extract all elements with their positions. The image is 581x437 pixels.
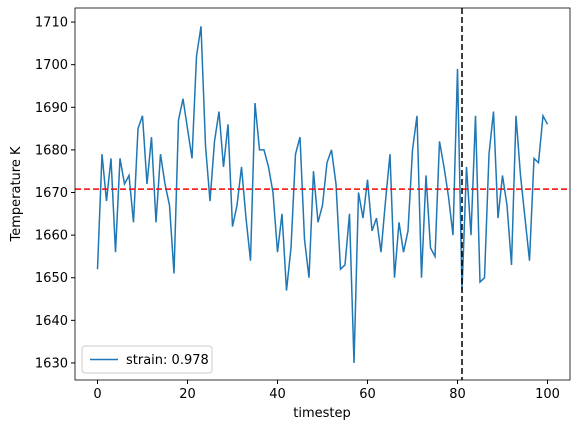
x-tick-label: 20 xyxy=(179,387,196,402)
plot-frame xyxy=(74,7,571,381)
x-tick-label: 0 xyxy=(93,387,101,402)
x-tick-label: 100 xyxy=(535,387,560,402)
y-tick-label: 1690 xyxy=(35,101,68,116)
x-tick-label: 40 xyxy=(269,387,286,402)
series-line xyxy=(96,26,549,363)
y-tick-label: 1670 xyxy=(35,186,68,201)
legend-box xyxy=(81,345,213,374)
y-tick-label: 1700 xyxy=(35,58,68,73)
y-axis-label: Temperature K xyxy=(9,146,24,242)
x-tick-label: 60 xyxy=(359,387,376,402)
y-tick-label: 1630 xyxy=(35,356,68,371)
x-axis-label: timestep xyxy=(293,406,351,421)
y-tick-label: 1680 xyxy=(35,143,68,158)
legend-label: strain: 0.978 xyxy=(126,353,209,368)
x-tick-label: 80 xyxy=(449,387,466,402)
y-tick-label: 1710 xyxy=(35,16,68,31)
y-tick-label: 1660 xyxy=(35,229,68,244)
y-tick-label: 1640 xyxy=(35,314,68,329)
y-tick-label: 1650 xyxy=(35,271,68,286)
